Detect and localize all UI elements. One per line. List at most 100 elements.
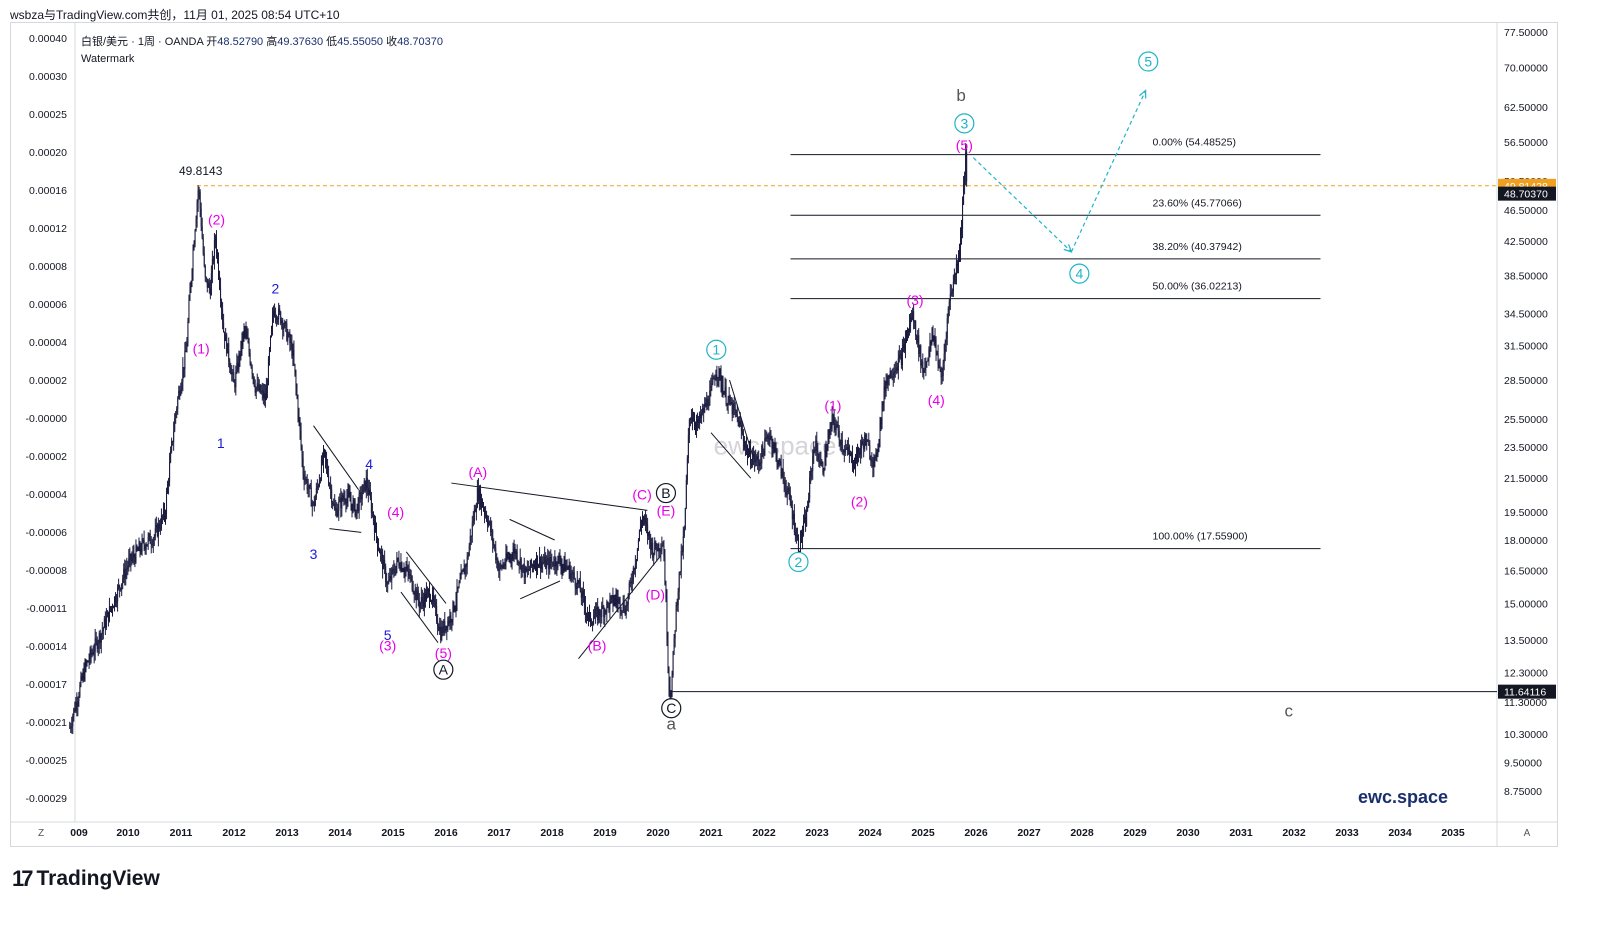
candle-body — [157, 523, 159, 537]
candle-body — [778, 459, 780, 465]
right-axis-tick: 15.00000 — [1504, 598, 1548, 610]
candle-body — [781, 468, 783, 477]
candle-body — [871, 460, 873, 462]
candle-body — [881, 404, 883, 424]
x-axis-tick: 009 — [70, 827, 88, 839]
candle-body — [691, 418, 693, 422]
candle-body — [809, 477, 811, 498]
candle-body — [562, 564, 564, 567]
candle-body — [637, 540, 639, 549]
candle-body — [95, 638, 97, 640]
candle-body — [448, 620, 450, 624]
wave-label: 3 — [960, 115, 968, 131]
candle-body — [742, 433, 744, 442]
candle-body — [235, 371, 237, 388]
candle-body — [161, 515, 163, 517]
candle-body — [629, 581, 631, 584]
legend-low: 45.55050 — [337, 36, 386, 48]
trend-line — [405, 551, 447, 604]
candle-body — [646, 522, 648, 526]
candle-body — [326, 459, 328, 465]
candle-body — [408, 571, 410, 576]
candle-body — [261, 390, 263, 392]
candle-body — [705, 403, 707, 407]
candle-body — [142, 539, 144, 541]
candle-body — [596, 607, 598, 610]
candle-body — [711, 383, 713, 386]
wave-label: (4) — [387, 504, 404, 520]
candle-body — [951, 291, 953, 294]
candle-body — [564, 558, 566, 572]
candle-body — [299, 418, 301, 431]
candle-body — [393, 568, 395, 573]
candle-body — [829, 427, 831, 434]
candle-body — [422, 600, 424, 607]
candle-body — [609, 599, 611, 610]
x-axis-tick: 2029 — [1123, 827, 1147, 839]
candle-body — [850, 453, 852, 455]
candle-body — [823, 469, 825, 473]
candle-body — [501, 565, 503, 568]
candle-body — [119, 585, 121, 589]
candle-body — [169, 462, 171, 482]
candle-body — [445, 625, 447, 632]
candle-body — [621, 610, 623, 612]
candle-body — [94, 638, 96, 652]
candle-body — [544, 556, 546, 563]
candle-body — [504, 564, 506, 566]
candle-body — [451, 619, 453, 623]
candle-body — [706, 399, 708, 407]
candle-body — [640, 522, 642, 527]
candle-body — [441, 626, 443, 641]
candle-body — [594, 615, 596, 619]
candle-body — [762, 445, 764, 451]
candle-body — [176, 408, 178, 413]
candle-body — [360, 492, 362, 500]
candle-body — [507, 557, 509, 559]
candle-body — [782, 468, 784, 478]
candle-body — [127, 565, 129, 568]
candle-body — [714, 379, 716, 381]
candle-body — [118, 585, 120, 588]
candle-body — [341, 495, 343, 509]
candle-body — [458, 582, 460, 588]
candle-body — [619, 598, 621, 611]
candle-body — [327, 464, 329, 475]
candle-body — [810, 470, 812, 478]
candle-body — [964, 175, 966, 184]
candle-body — [632, 568, 634, 581]
candle-body — [505, 553, 507, 565]
candle-body — [721, 385, 723, 387]
candle-body — [404, 568, 406, 573]
candle-body — [252, 374, 254, 378]
candle-body — [531, 565, 533, 567]
candle-body — [768, 438, 770, 440]
candle-body — [867, 439, 869, 442]
candle-body — [624, 610, 626, 615]
candle-body — [956, 263, 958, 266]
candle-body — [939, 367, 941, 369]
candle-body — [927, 359, 929, 362]
candle-body — [433, 593, 435, 601]
candle-body — [533, 565, 535, 568]
candle-body — [400, 563, 402, 570]
candle-body — [316, 486, 318, 488]
tradingview-logo[interactable]: 17 TradingView — [12, 866, 160, 892]
candle-body — [358, 493, 360, 512]
candle-body — [348, 491, 350, 496]
candle-body — [150, 543, 152, 545]
candle-body — [816, 440, 818, 451]
candle-body — [730, 402, 732, 405]
candle-body — [84, 663, 86, 680]
candle-body — [657, 543, 659, 552]
candle-body — [663, 545, 665, 557]
x-axis-tick: 2018 — [540, 827, 564, 839]
candle-body — [249, 352, 251, 364]
candle-body — [483, 507, 485, 510]
candle-body — [802, 532, 804, 540]
candle-body — [455, 601, 457, 608]
candle-body — [712, 377, 714, 384]
left-axis-tick: 0.00040 — [29, 33, 67, 45]
candle-body — [530, 560, 532, 566]
candle-body — [683, 528, 685, 537]
